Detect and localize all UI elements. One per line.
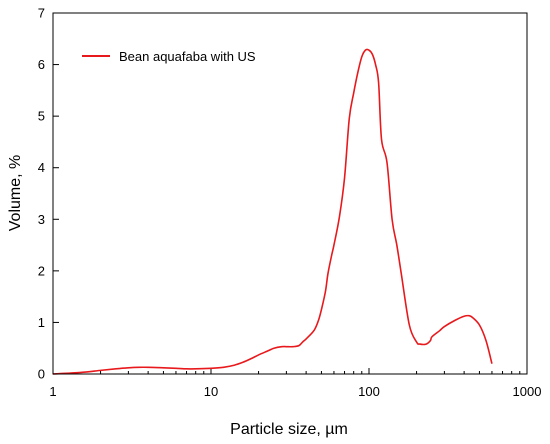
y-tick-label: 6 bbox=[38, 57, 45, 72]
x-tick-label: 1000 bbox=[513, 384, 542, 399]
y-tick-label: 5 bbox=[38, 109, 45, 124]
y-tick-label: 1 bbox=[38, 315, 45, 330]
y-tick-label: 3 bbox=[38, 212, 45, 227]
plot-area-frame bbox=[52, 12, 528, 375]
series-line bbox=[52, 48, 493, 375]
y-tick-label: 7 bbox=[38, 6, 45, 21]
y-axis-title: Volume, % bbox=[7, 155, 24, 231]
y-tick-label: 0 bbox=[38, 367, 45, 382]
x-axis-title: Particle size, µm bbox=[230, 421, 348, 438]
x-tick-label: 100 bbox=[358, 384, 380, 399]
y-tick-label: 4 bbox=[38, 160, 45, 175]
y-tick-label: 2 bbox=[38, 263, 45, 278]
x-tick-label: 10 bbox=[204, 384, 218, 399]
legend: Bean aquafaba with US bbox=[82, 49, 256, 64]
x-tick-label: 1 bbox=[49, 384, 56, 399]
series-group bbox=[52, 48, 493, 375]
legend-label: Bean aquafaba with US bbox=[119, 49, 256, 64]
